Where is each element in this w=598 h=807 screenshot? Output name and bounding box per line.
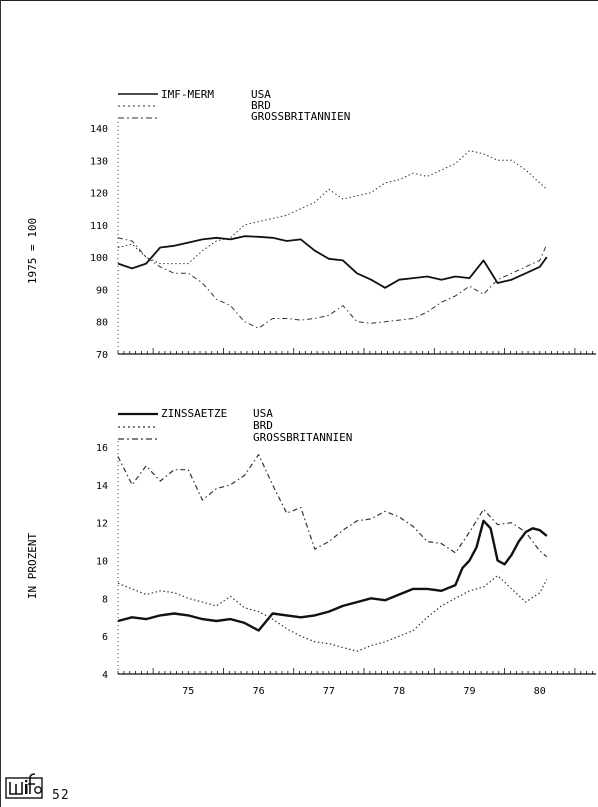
chart-interest-rates: ZINSSAETZE USA BRD GROSSBRITANNIEN IN PR… — [26, 407, 596, 697]
y-tick-label: 140 — [90, 124, 108, 135]
legend-label-brd: BRD — [251, 99, 271, 112]
x-tick-labels: 75767778798081 — [182, 686, 546, 697]
x-axis — [117, 122, 596, 355]
legend-exchange-rates: IMF-MERM USA BRD GROSSBRITANNIEN — [118, 88, 350, 123]
series-line-grossbritannien — [117, 237, 548, 329]
legend-interest-rates: ZINSSAETZE USA BRD GROSSBRITANNIEN — [118, 407, 352, 444]
y-axis-label: 1975 = 100 — [26, 218, 39, 284]
legend-label-gb: GROSSBRITANNIEN — [251, 110, 350, 123]
series-lines — [117, 150, 548, 329]
x-axis — [117, 441, 596, 675]
legend-label-brd: BRD — [253, 419, 273, 432]
y-tick-label: 80 — [96, 318, 108, 329]
series-line-brd — [117, 575, 548, 652]
y-tick-label: 90 — [96, 285, 108, 296]
page-number: 52 — [52, 788, 70, 803]
legend-heading: IMF-MERM — [161, 88, 214, 101]
y-tick-label: 10 — [96, 557, 108, 568]
legend-heading: ZINSSAETZE — [161, 407, 227, 420]
wifo-logo — [5, 773, 43, 799]
y-tick-label: 8 — [102, 594, 108, 605]
x-tick-label: 79 — [463, 686, 475, 697]
x-tick-label: 78 — [393, 686, 405, 697]
y-tick-label: 4 — [102, 670, 108, 681]
y-tick-labels: 70 80 90 100 110 120 130 140 — [90, 124, 108, 361]
page-border-top — [0, 0, 598, 1]
y-tick-label: 16 — [96, 443, 108, 454]
y-tick-label: 12 — [96, 519, 108, 530]
y-axis-label: IN PROZENT — [26, 533, 39, 600]
y-tick-label: 14 — [96, 481, 108, 492]
y-tick-label: 100 — [90, 253, 108, 264]
y-tick-label: 120 — [90, 189, 108, 200]
x-tick-label: 77 — [323, 686, 335, 697]
page-border-left — [0, 0, 1, 807]
series-line-usa — [117, 235, 548, 289]
series-lines — [117, 454, 548, 652]
series-line-brd — [117, 150, 548, 265]
x-tick-label: 76 — [253, 686, 265, 697]
x-tick-label: 80 — [534, 686, 546, 697]
series-line-usa — [117, 519, 548, 632]
y-tick-label: 70 — [96, 350, 108, 361]
y-tick-label: 130 — [90, 156, 108, 167]
y-tick-label: 110 — [90, 221, 108, 232]
legend-label-usa: USA — [251, 88, 271, 101]
legend-label-gb: GROSSBRITANNIEN — [253, 431, 352, 444]
chart-exchange-rates: IMF-MERM USA BRD GROSSBRITANNIEN 1975 = … — [26, 88, 596, 361]
y-tick-labels: 4 6 8 10 12 14 16 — [96, 443, 108, 681]
series-line-grossbritannien — [117, 454, 548, 558]
x-tick-label: 75 — [182, 686, 194, 697]
legend-label-usa: USA — [253, 407, 273, 420]
y-tick-label: 6 — [102, 632, 108, 643]
